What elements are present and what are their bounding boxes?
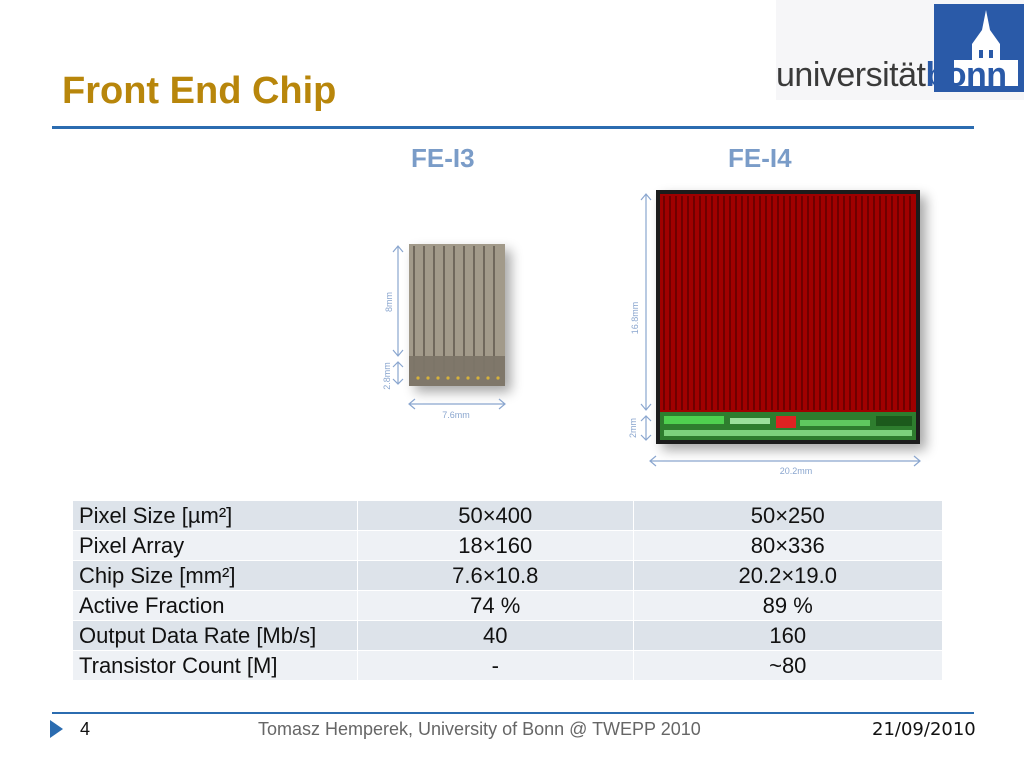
fe-i3-value: 7.6×10.8: [357, 560, 634, 591]
fe-i4-value: 160: [632, 620, 944, 651]
row-name: Active Fraction: [72, 590, 358, 621]
table-row: Output Data Rate [Mb/s] 40 160: [72, 620, 944, 651]
university-logo: [776, 0, 1024, 100]
fe-i4-height-label: 16.8mm: [630, 302, 640, 335]
fe-i3-periphery-label: 2.8mm: [382, 362, 392, 390]
page-number: 4: [80, 719, 91, 739]
table-row: Pixel Size [µm²] 50×400 50×250: [72, 500, 944, 531]
row-name: Transistor Count [M]: [72, 650, 358, 681]
row-name: Chip Size [mm²]: [72, 560, 358, 591]
row-name: Pixel Size [µm²]: [72, 500, 358, 531]
university-building-icon: [934, 4, 1024, 92]
fe-i3-value: 40: [357, 620, 634, 651]
triangle-right-icon: [50, 720, 63, 738]
footer-divider: [52, 712, 974, 714]
fe-i4-label: FE-I4: [728, 143, 792, 173]
fe-i3-label: FE-I3: [411, 143, 475, 173]
fe-i3-value: 50×400: [357, 500, 634, 531]
row-name: Output Data Rate [Mb/s]: [72, 620, 358, 651]
fe-i4-value: 89 %: [632, 590, 944, 621]
fe-i3-dimension-arrows: [392, 245, 506, 410]
footer-author-event: Tomasz Hemperek, University of Bonn @ TW…: [258, 719, 701, 739]
fe-i3-height-label: 8mm: [384, 292, 394, 312]
fe-i3-value: 18×160: [357, 530, 634, 561]
fe-i4-width-label: 20.2mm: [780, 466, 813, 476]
table-row: Chip Size [mm²] 7.6×10.8 20.2×19.0: [72, 560, 944, 591]
fe-i3-chip-image: [409, 244, 505, 386]
fe-i3-width-label: 7.6mm: [442, 410, 470, 420]
fe-i4-value: ~80: [632, 650, 944, 681]
fe-i3-value: 74 %: [357, 590, 634, 621]
slide-title: Front End Chip: [62, 70, 337, 112]
chip-spec-table: Pixel Size [µm²] 50×400 50×250 Pixel Arr…: [72, 500, 944, 681]
fe-i4-dimension-arrows: [640, 193, 921, 467]
fe-i4-value: 20.2×19.0: [632, 560, 944, 591]
fe-i4-value: 80×336: [632, 530, 944, 561]
row-name: Pixel Array: [72, 530, 358, 561]
fe-i4-value: 50×250: [632, 500, 944, 531]
chip-comparison-figure: 8mm 2.8mm 7.6mm: [382, 190, 921, 476]
table-row: Active Fraction 74 % 89 %: [72, 590, 944, 621]
title-divider: [52, 126, 974, 129]
fe-i3-value: -: [357, 650, 634, 681]
table-row: Transistor Count [M] - ~80: [72, 650, 944, 681]
fe-i4-periphery-label: 2mm: [628, 418, 638, 438]
fe-i4-chip-image: [656, 190, 920, 444]
table-row: Pixel Array 18×160 80×336: [72, 530, 944, 561]
university-logo-text: universitätbonn: [776, 56, 1007, 94]
footer-date: 21/09/2010: [872, 719, 976, 740]
